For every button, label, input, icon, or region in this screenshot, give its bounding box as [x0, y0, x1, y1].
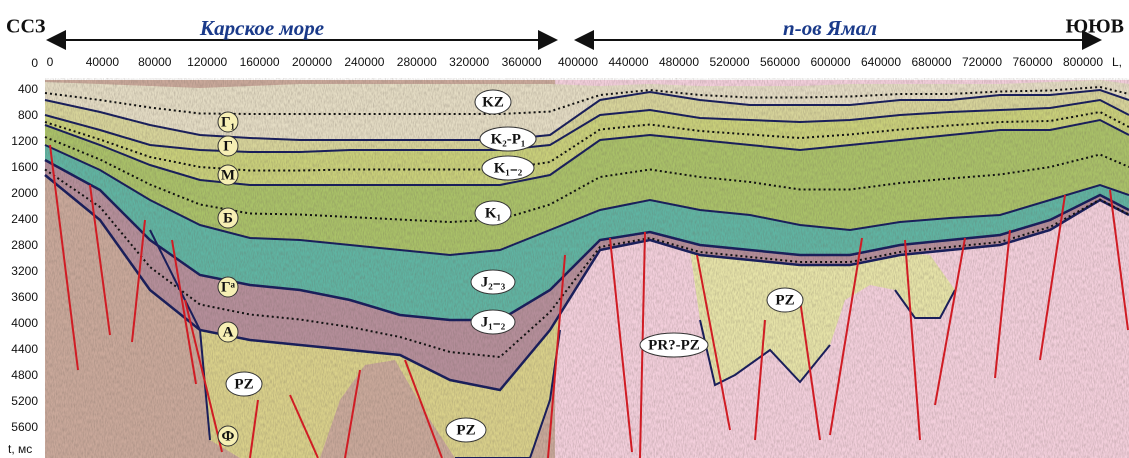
- y-tick-label: 800: [18, 108, 38, 122]
- unit-label: K₂-P₁: [491, 131, 526, 147]
- y-tick-label: 2800: [11, 238, 38, 252]
- x-tick-label: 120000: [187, 55, 227, 69]
- direction: ССЗ: [6, 16, 46, 38]
- x-tick-label: 560000: [760, 55, 800, 69]
- y-tick-label: 4800: [11, 368, 38, 382]
- y-tick-label: 1600: [11, 160, 38, 174]
- y-tick-label: 4000: [11, 316, 38, 330]
- unit-label: KZ: [482, 94, 504, 110]
- horizon-label: Б: [223, 210, 233, 226]
- horizon-label: Гᵃ: [221, 279, 236, 295]
- x-tick-label: 320000: [449, 55, 489, 69]
- y-tick-label: 3600: [11, 290, 38, 304]
- y-tick-label: 2000: [11, 186, 38, 200]
- y-axis-label: t, мс: [8, 442, 32, 456]
- unit-label: J₁₋₂: [481, 314, 506, 330]
- horizon-label: М: [221, 167, 235, 183]
- x-tick-label: 160000: [240, 55, 280, 69]
- y-tick-label: 5200: [11, 394, 38, 408]
- x-tick-label: 680000: [911, 55, 951, 69]
- y-tick-label: 5600: [11, 420, 38, 434]
- x-tick-label: 80000: [138, 55, 172, 69]
- x-tick-label: 800000: [1063, 55, 1103, 69]
- x-tick-label: 40000: [86, 55, 120, 69]
- horizon-label: А: [223, 324, 234, 340]
- y-tick-label: 400: [18, 82, 38, 96]
- unit-label: K₁: [485, 205, 501, 221]
- direction: ЮЮВ: [1066, 16, 1124, 38]
- y-tick-label: 0: [31, 56, 38, 70]
- horizon-label: Г: [223, 138, 233, 154]
- x-tick-label: 600000: [810, 55, 850, 69]
- x-tick-label: 240000: [344, 55, 384, 69]
- x-axis-label: L,: [1112, 55, 1122, 69]
- x-tick-label: 440000: [608, 55, 648, 69]
- x-tick-label: 720000: [962, 55, 1002, 69]
- y-tick-label: 3200: [11, 264, 38, 278]
- region: Карское море: [199, 16, 324, 40]
- x-tick-label: 400000: [558, 55, 598, 69]
- y-tick-label: 2400: [11, 212, 38, 226]
- y-tick-label: 1200: [11, 134, 38, 148]
- seismic-section: ССЗ Карское море п-ов Ямал ЮЮВ L, t, мс …: [0, 0, 1129, 458]
- x-tick-label: 760000: [1012, 55, 1052, 69]
- x-tick-label: 200000: [292, 55, 332, 69]
- horizon-label: Ф: [222, 428, 235, 444]
- unit-label: PR?-PZ: [648, 337, 700, 353]
- x-tick-label: 520000: [709, 55, 749, 69]
- y-tick-label: 4400: [11, 342, 38, 356]
- unit-label: PZ: [775, 292, 794, 308]
- x-tick-label: 360000: [502, 55, 542, 69]
- unit-label: PZ: [456, 422, 475, 438]
- unit-label: J₂₋₃: [481, 274, 506, 290]
- region: п-ов Ямал: [783, 16, 877, 40]
- x-tick-label: 480000: [659, 55, 699, 69]
- horizon-label: Г₁: [221, 114, 235, 130]
- unit-label: K₁₋₂: [494, 160, 523, 176]
- x-tick-label: 280000: [397, 55, 437, 69]
- x-tick-label: 0: [47, 55, 54, 69]
- unit-label: PZ: [234, 376, 253, 392]
- x-tick-label: 640000: [861, 55, 901, 69]
